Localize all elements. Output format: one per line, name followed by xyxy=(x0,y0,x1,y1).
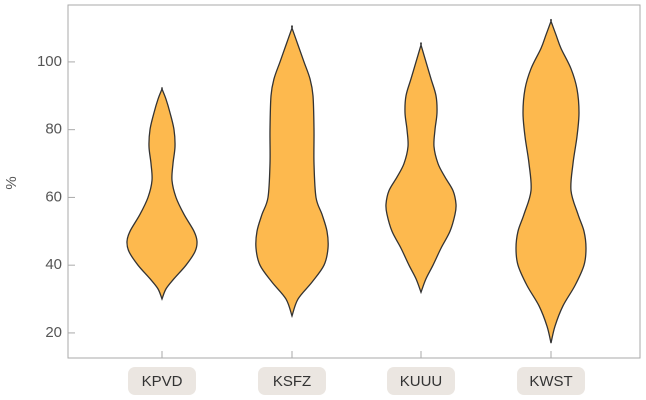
y-axis-label: % xyxy=(3,176,20,189)
violin xyxy=(255,25,329,318)
y-tick-label: 20 xyxy=(45,324,62,341)
y-tick-label: 40 xyxy=(45,256,62,273)
x-tick-label: KWST xyxy=(529,373,572,390)
category-badge xyxy=(517,367,585,395)
category-badge xyxy=(387,367,455,395)
y-tick-label: 60 xyxy=(45,188,62,205)
x-tick-label: KSFZ xyxy=(273,373,311,390)
x-tick-label: KUUU xyxy=(400,373,443,390)
category-badge xyxy=(258,367,326,395)
category-badge xyxy=(128,367,196,395)
y-tick-label: 100 xyxy=(37,53,62,70)
violin xyxy=(385,42,457,295)
x-tick-label: KPVD xyxy=(142,373,183,390)
violin xyxy=(515,18,587,344)
y-tick-label: 80 xyxy=(45,121,62,138)
plot-frame xyxy=(67,4,641,359)
violin xyxy=(126,87,198,301)
